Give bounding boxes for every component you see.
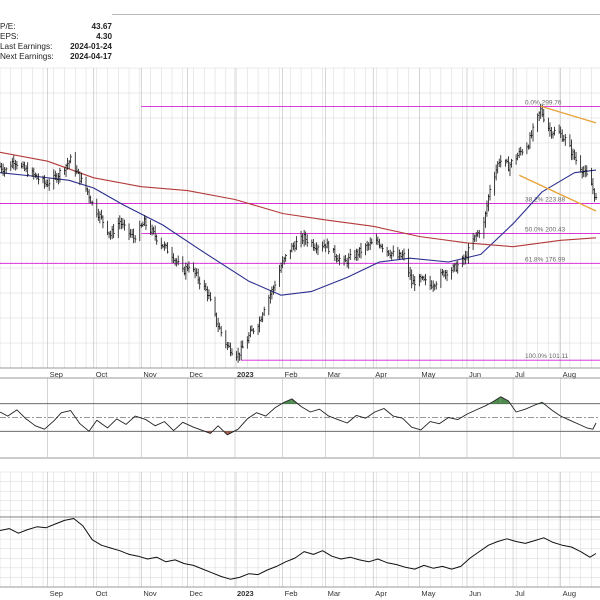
header-rule xyxy=(112,14,600,15)
fib-level-label: 38.2% 223.88 xyxy=(525,196,566,203)
x-tick-label: Aug xyxy=(563,589,576,598)
x-tick-label: May xyxy=(421,589,435,598)
stat-label-last-earnings: Last Earnings: xyxy=(0,42,53,51)
x-tick-label: Sep xyxy=(50,589,63,598)
grid-layer xyxy=(0,67,600,588)
x-tick-label: Jul xyxy=(515,589,525,598)
relative-layer xyxy=(0,518,597,580)
x-tick-label: Oct xyxy=(96,589,109,598)
stat-label-eps: EPS: xyxy=(0,32,19,41)
oscillator-line xyxy=(0,396,597,436)
channel-layer xyxy=(518,105,597,212)
x-tick-label: Dec xyxy=(189,589,203,598)
stat-label-pe: P/E: xyxy=(0,22,16,31)
x-tick-label: Oct xyxy=(96,370,109,379)
x-tick-label: Nov xyxy=(143,370,157,379)
moving-average-layer xyxy=(0,151,597,296)
fib-level-label: 61.8% 176.99 xyxy=(525,256,566,263)
stat-row-eps: EPS: 4.30 xyxy=(0,32,112,42)
stat-value-next-earnings: 2024-04-17 xyxy=(70,52,112,61)
x-tick-label: 2023 xyxy=(237,370,254,379)
stat-row-last-earnings: Last Earnings: 2024-01-24 xyxy=(0,42,112,52)
stats-box: P/E: 43.67 EPS: 4.30 Last Earnings: 2024… xyxy=(0,22,112,62)
stat-value-pe: 43.67 xyxy=(91,22,113,31)
osc-overbought-fill xyxy=(500,396,509,404)
stat-value-last-earnings: 2024-01-24 xyxy=(70,42,112,51)
relative-line xyxy=(0,518,597,580)
stat-row-pe: P/E: 43.67 xyxy=(0,22,112,32)
panel-borders xyxy=(0,367,600,588)
fib-level-label: 50.0% 200.43 xyxy=(525,226,566,233)
x-tick-label: 2023 xyxy=(237,589,254,598)
x-tick-label: Jul xyxy=(515,370,525,379)
channel-line xyxy=(518,174,597,212)
x-tick-label: Nov xyxy=(143,589,157,598)
x-tick-label: May xyxy=(421,370,435,379)
ma-long-line xyxy=(0,151,597,248)
x-tick-label: Sep xyxy=(50,370,63,379)
oscillator-layer xyxy=(0,396,600,436)
x-tick-label: Feb xyxy=(285,370,298,379)
ma-short-line xyxy=(0,169,597,296)
fibonacci-layer: 0.0% 299.76 38.2% 223.88 50.0% 200.43 61.8%… xyxy=(0,100,600,361)
x-tick-label: Feb xyxy=(285,589,298,598)
x-tick-label: Mar xyxy=(328,370,341,379)
stat-value-eps: 4.30 xyxy=(96,32,112,41)
x-tick-label: Mar xyxy=(328,589,341,598)
x-tick-label: Apr xyxy=(375,370,387,379)
stat-label-next-earnings: Next Earnings: xyxy=(0,52,54,61)
stat-row-next-earnings: Next Earnings: 2024-04-17 xyxy=(0,52,112,62)
x-tick-label: Dec xyxy=(189,370,203,379)
x-tick-label: Apr xyxy=(375,589,387,598)
fib-level-label: 0.0% 299.76 xyxy=(525,100,562,107)
x-tick-label: Aug xyxy=(563,370,576,379)
fib-level-label: 100.0% 101.11 xyxy=(525,353,569,360)
axis-labels-layer: Sep Oct Nov Dec 2023 Feb Mar Apr May Jun Jul Aug Sep… xyxy=(50,370,576,598)
channel-line xyxy=(540,105,597,124)
price-bars-layer xyxy=(0,103,598,363)
x-tick-label: Jun xyxy=(469,370,481,379)
x-tick-label: Jun xyxy=(469,589,481,598)
